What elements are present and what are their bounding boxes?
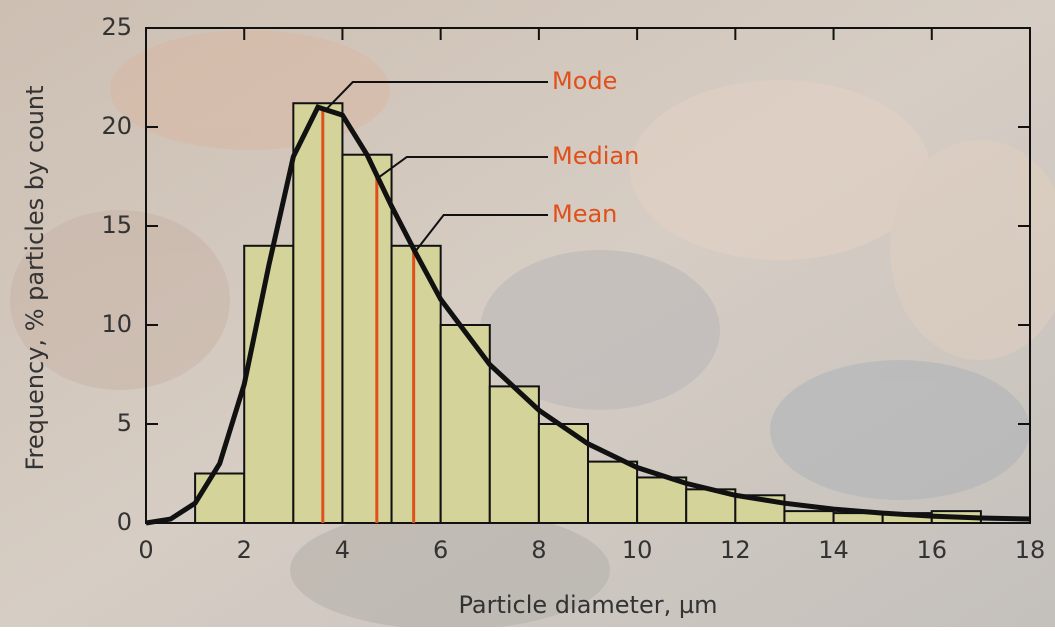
x-tick-label: 14 [818,536,849,564]
y-tick-label: 20 [101,112,132,140]
curve [145,104,1031,526]
x-tick-label: 16 [917,536,948,564]
marker-label: Median [552,142,639,170]
x-tick-label: 4 [335,536,350,564]
bar [488,385,540,524]
x-tick-label: 18 [1015,536,1046,564]
bar [587,460,639,524]
marker-label: Mode [552,67,617,95]
bar [636,476,688,524]
leader-line [414,214,548,252]
y-tick-label: 0 [117,508,132,536]
x-tick-label: 0 [138,536,153,564]
x-tick-label: 2 [237,536,252,564]
bar [292,102,344,525]
bar [341,153,393,524]
bar [194,472,246,524]
x-tick-label: 8 [531,536,546,564]
leader-line [324,81,548,112]
bar [783,510,835,524]
x-axis-label: Particle diameter, µm [458,591,717,619]
pebbles [10,30,1055,630]
leader-line [378,156,548,179]
bar [439,324,491,524]
x-tick-label: 12 [720,536,751,564]
x-tick-label: 10 [622,536,653,564]
y-tick-label: 15 [101,211,132,239]
y-tick-label: 25 [101,13,132,41]
bar [390,244,442,525]
x-tick-label: 6 [433,536,448,564]
y-axis-label: Frequency, % particles by count [21,85,49,470]
marker-label: Mean [552,200,617,228]
y-tick-label: 10 [101,310,132,338]
bar [243,244,295,525]
y-tick-label: 5 [117,409,132,437]
